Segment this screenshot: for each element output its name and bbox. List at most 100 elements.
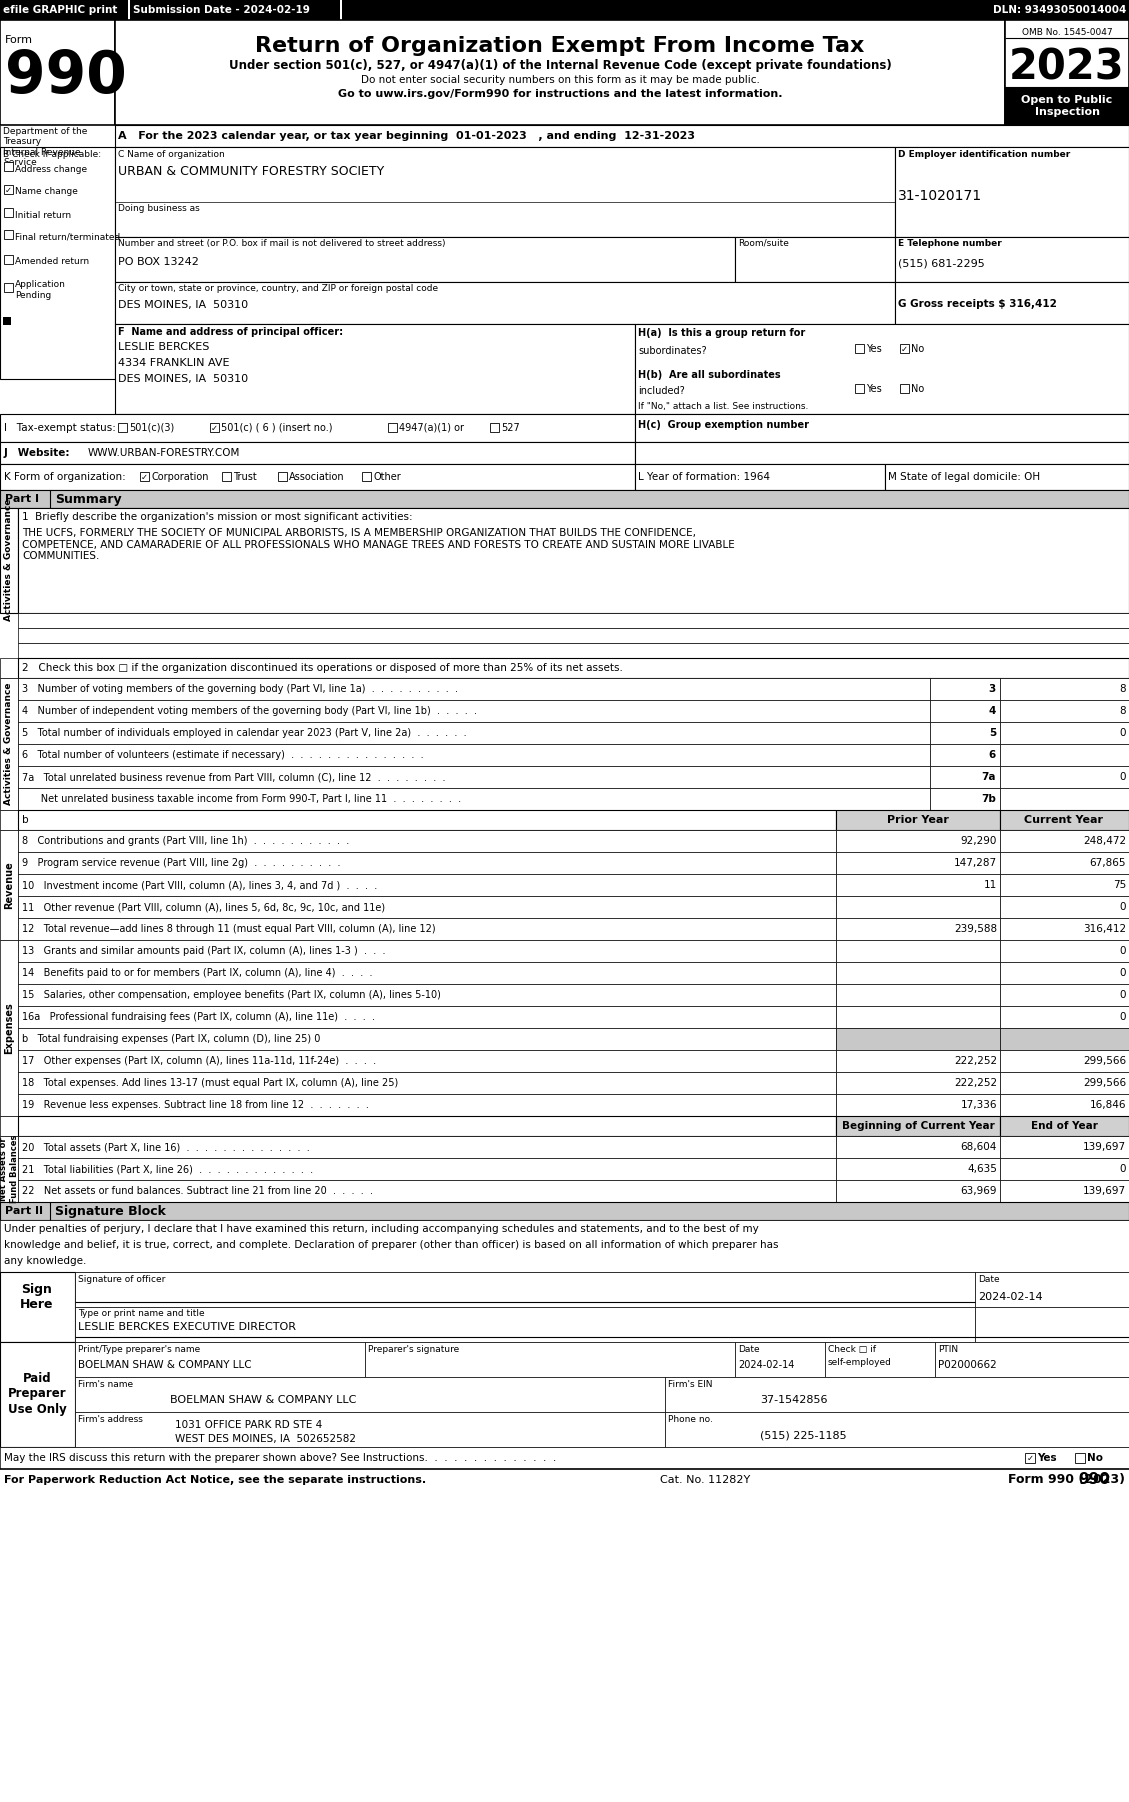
Text: 8   Contributions and grants (Part VIII, line 1h)  .  .  .  .  .  .  .  .  .  . : 8 Contributions and grants (Part VIII, l… <box>21 836 349 845</box>
Bar <box>975 1306 1129 1342</box>
Text: DLN: 93493050014004: DLN: 93493050014004 <box>992 5 1126 14</box>
Bar <box>18 1180 835 1202</box>
Text: Signature of officer: Signature of officer <box>78 1276 165 1285</box>
Bar <box>0 678 18 811</box>
Text: LESLIE BERCKES EXECUTIVE DIRECTOR: LESLIE BERCKES EXECUTIVE DIRECTOR <box>78 1323 296 1332</box>
Text: 0: 0 <box>1120 989 1126 1000</box>
Text: Part II: Part II <box>5 1206 43 1216</box>
Text: DES MOINES, IA  50310: DES MOINES, IA 50310 <box>119 299 248 310</box>
Text: Form: Form <box>5 34 33 45</box>
Text: 12   Total revenue—add lines 8 through 11 (must equal Part VIII, column (A), lin: 12 Total revenue—add lines 8 through 11 … <box>21 924 436 933</box>
Text: PO BOX 13242: PO BOX 13242 <box>119 258 199 267</box>
Bar <box>0 1469 1129 1490</box>
Bar <box>900 384 909 393</box>
Bar <box>1000 1094 1129 1115</box>
Bar <box>18 678 930 699</box>
Bar <box>1000 896 1129 917</box>
Text: 0: 0 <box>1120 1013 1126 1022</box>
Text: ✓: ✓ <box>901 344 908 353</box>
Bar <box>115 148 895 238</box>
Bar <box>1000 787 1129 811</box>
Text: 13   Grants and similar amounts paid (Part IX, column (A), lines 1-3 )  .  .  .: 13 Grants and similar amounts paid (Part… <box>21 946 385 957</box>
Bar <box>0 148 115 378</box>
Bar <box>18 1051 835 1072</box>
Text: No: No <box>911 344 925 353</box>
Text: Submission Date - 2024-02-19: Submission Date - 2024-02-19 <box>133 5 309 14</box>
Text: If "No," attach a list. See instructions.: If "No," attach a list. See instructions… <box>638 402 808 411</box>
Bar <box>975 1272 1129 1306</box>
Bar <box>930 699 1000 723</box>
Text: Firm's name: Firm's name <box>78 1380 133 1389</box>
Bar <box>1000 962 1129 984</box>
Text: Summary: Summary <box>55 492 122 506</box>
Bar <box>0 1272 75 1342</box>
Bar <box>5 186 14 195</box>
Text: Final return/terminated: Final return/terminated <box>15 232 121 241</box>
Bar <box>835 896 1000 917</box>
Text: Doing business as: Doing business as <box>119 204 200 213</box>
Text: 6   Total number of volunteers (estimate if necessary)  .  .  .  .  .  .  .  .  : 6 Total number of volunteers (estimate i… <box>21 750 423 760</box>
Text: 7a: 7a <box>981 771 996 782</box>
Text: 4,635: 4,635 <box>968 1164 997 1173</box>
Bar <box>1000 831 1129 852</box>
Bar <box>835 1006 1000 1027</box>
Bar <box>0 811 18 831</box>
Text: 67,865: 67,865 <box>1089 858 1126 869</box>
Bar <box>75 1377 665 1413</box>
Bar <box>855 344 864 353</box>
Bar <box>0 441 634 463</box>
Text: 222,252: 222,252 <box>954 1056 997 1067</box>
Text: 20   Total assets (Part X, line 16)  .  .  .  .  .  .  .  .  .  .  .  .  .  .: 20 Total assets (Part X, line 16) . . . … <box>21 1142 309 1151</box>
Text: Address change: Address change <box>15 164 87 173</box>
Bar <box>18 1006 835 1027</box>
Bar <box>18 508 1129 613</box>
Bar <box>835 941 1000 962</box>
Bar <box>835 1159 1000 1180</box>
Text: For Paperwork Reduction Act Notice, see the separate instructions.: For Paperwork Reduction Act Notice, see … <box>5 1476 426 1485</box>
Text: Yes: Yes <box>1038 1452 1057 1463</box>
Text: Association: Association <box>289 472 344 481</box>
Bar <box>930 744 1000 766</box>
Bar <box>665 1413 1129 1447</box>
Text: J   Website:: J Website: <box>5 449 70 458</box>
Text: 19   Revenue less expenses. Subtract line 18 from line 12  .  .  .  .  .  .  .: 19 Revenue less expenses. Subtract line … <box>21 1099 369 1110</box>
Bar <box>18 744 930 766</box>
Bar <box>115 238 735 281</box>
Text: Open to Public
Inspection: Open to Public Inspection <box>1022 96 1112 117</box>
Bar <box>835 831 1000 852</box>
Bar <box>0 1447 1129 1469</box>
Bar <box>835 1135 1000 1159</box>
Text: 239,588: 239,588 <box>954 924 997 933</box>
Text: 1  Briefly describe the organization's mission or most significant activities:: 1 Briefly describe the organization's mi… <box>21 512 412 523</box>
Text: Under section 501(c), 527, or 4947(a)(1) of the Internal Revenue Code (except pr: Under section 501(c), 527, or 4947(a)(1)… <box>229 59 892 72</box>
Text: 0: 0 <box>1120 946 1126 957</box>
Text: Current Year: Current Year <box>1024 815 1103 825</box>
Bar <box>1000 723 1129 744</box>
Bar <box>115 281 895 324</box>
Bar <box>490 423 499 432</box>
Text: Initial return: Initial return <box>15 211 71 220</box>
Bar <box>895 281 1129 324</box>
Text: 15   Salaries, other compensation, employee benefits (Part IX, column (A), lines: 15 Salaries, other compensation, employe… <box>21 989 441 1000</box>
Bar <box>210 423 219 432</box>
Bar <box>634 441 1129 463</box>
Bar <box>278 472 287 481</box>
Text: Under penalties of perjury, I declare that I have examined this return, includin: Under penalties of perjury, I declare th… <box>5 1224 759 1234</box>
Text: C Name of organization: C Name of organization <box>119 150 225 159</box>
Text: Number and street (or P.O. box if mail is not delivered to street address): Number and street (or P.O. box if mail i… <box>119 240 446 249</box>
Text: L Year of formation: 1964: L Year of formation: 1964 <box>638 472 770 481</box>
Bar <box>1000 984 1129 1006</box>
Text: Expenses: Expenses <box>5 1002 14 1054</box>
Text: 501(c)(3): 501(c)(3) <box>129 423 174 432</box>
Bar <box>0 20 115 124</box>
Bar <box>18 1027 835 1051</box>
Text: 4334 FRANKLIN AVE: 4334 FRANKLIN AVE <box>119 359 229 368</box>
Text: Room/suite: Room/suite <box>738 240 789 249</box>
Bar <box>115 124 1129 148</box>
Bar <box>900 344 909 353</box>
Bar <box>835 984 1000 1006</box>
Bar <box>115 324 634 414</box>
Text: 31-1020171: 31-1020171 <box>898 189 982 204</box>
Text: 3: 3 <box>989 685 996 694</box>
Bar <box>1000 1051 1129 1072</box>
